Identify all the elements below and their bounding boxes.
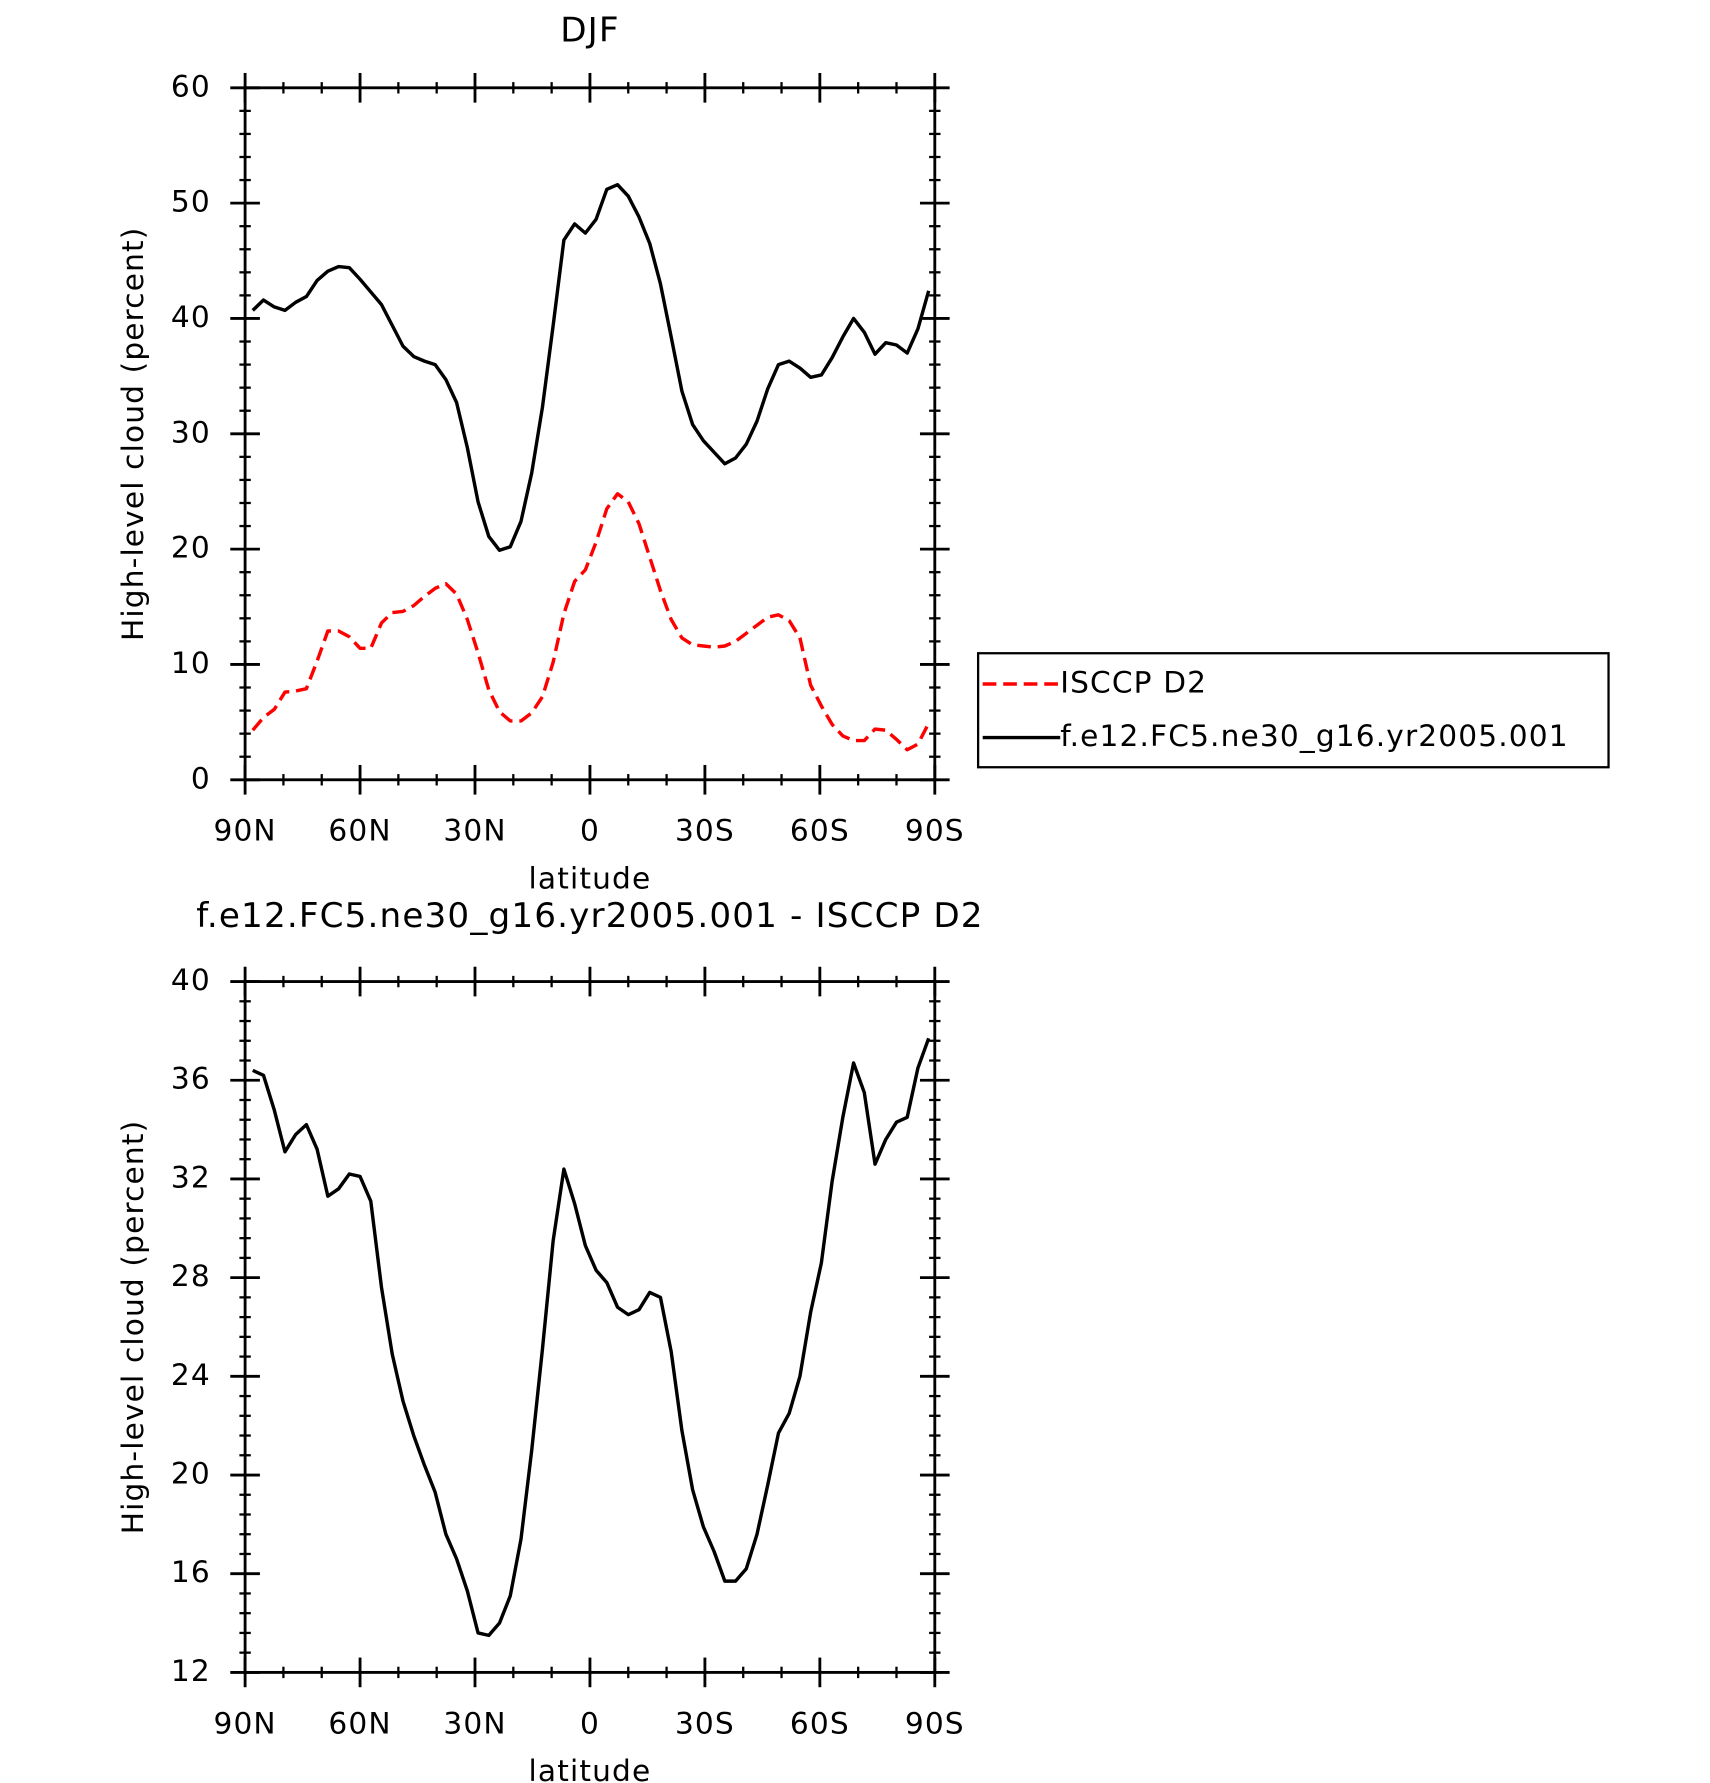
y-tick-label: 10 (171, 645, 211, 680)
x-tick-label: 30S (675, 813, 735, 848)
x-tick-label: 90N (213, 1705, 276, 1740)
x-tick-label: 90N (213, 813, 276, 848)
y-tick-label: 20 (171, 1456, 211, 1491)
x-tick-label: 60N (328, 1705, 391, 1740)
x-tick-label: 30N (443, 1705, 506, 1740)
y-tick-label: 30 (171, 414, 211, 449)
y-tick-label: 24 (171, 1357, 211, 1392)
plot-frame (243, 86, 937, 782)
x-tick-label: 90S (905, 813, 965, 848)
data-line (252, 1037, 931, 1638)
data-line (251, 492, 931, 752)
x-tick-label: 60S (790, 1705, 850, 1740)
x-axis-label: latitude (529, 861, 652, 896)
y-tick-label: 40 (171, 299, 211, 334)
y-tick-label: 32 (171, 1159, 211, 1194)
y-tick-label: 40 (171, 962, 211, 997)
y-tick-label: 60 (171, 68, 211, 103)
x-tick-label: 60N (328, 813, 391, 848)
y-tick-label: 0 (191, 760, 211, 795)
x-tick-label: 30S (675, 1705, 735, 1740)
data-line (251, 182, 931, 552)
x-tick-label: 0 (580, 813, 600, 848)
x-tick-label: 60S (790, 813, 850, 848)
y-tick-label: 12 (171, 1653, 211, 1688)
x-tick-label: 30N (443, 813, 506, 848)
plot-frame (243, 980, 937, 1674)
y-tick-label: 28 (171, 1258, 211, 1293)
x-tick-label: 0 (580, 1705, 600, 1740)
chart-title: f.e12.FC5.ne30_g16.yr2005.001 - ISCCP D2 (196, 896, 984, 936)
legend-box (976, 652, 1610, 769)
x-axis-label: latitude (529, 1753, 652, 1783)
x-tick-label: 90S (905, 1705, 965, 1740)
y-tick-label: 20 (171, 530, 211, 565)
chart-title: DJF (560, 10, 620, 50)
y-tick-label: 50 (171, 184, 211, 219)
y-axis-label: High-level cloud (percent) (115, 227, 150, 642)
y-tick-label: 36 (171, 1061, 211, 1096)
legend-label: ISCCP D2 (1060, 665, 1207, 700)
legend-label: f.e12.FC5.ne30_g16.yr2005.001 (1060, 718, 1569, 753)
y-tick-label: 16 (171, 1554, 211, 1589)
y-axis-label: High-level cloud (percent) (115, 1120, 150, 1535)
